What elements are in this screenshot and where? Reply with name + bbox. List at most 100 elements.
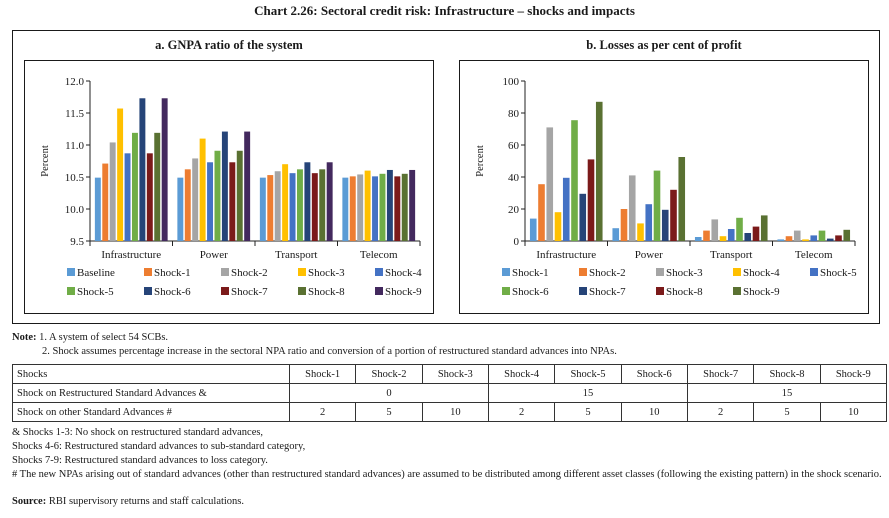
bar-transport-baseline: [259, 177, 266, 241]
table-header-cell: Shock-7: [686, 364, 755, 384]
x-tick-label: Power: [200, 249, 228, 261]
bar-power-shock-2: [620, 209, 628, 241]
footnote-3: Shocks 7-9: Restructured standard advanc…: [12, 455, 268, 466]
bar-infrastructure-shock-5: [562, 177, 570, 241]
legend-label: Shock-2: [589, 267, 626, 279]
legend-item: Shock-4: [733, 267, 780, 279]
bar-transport-shock-6: [736, 217, 743, 241]
legend-label: Shock-1: [154, 267, 191, 279]
legend-label: Shock-8: [666, 286, 703, 298]
bar-transport-shock-9: [760, 215, 768, 241]
bar-power-shock-3: [628, 175, 636, 241]
table-cell: 15: [487, 383, 688, 403]
legend-item: Shock-3: [298, 267, 345, 279]
bar-infrastructure-shock-9: [161, 98, 168, 241]
chart-main-title: Chart 2.26: Sectoral credit risk: Infras…: [254, 3, 635, 18]
footnote-1: & Shocks 1-3: No shock on restructured s…: [12, 427, 264, 438]
legend-label: Shock-5: [820, 267, 857, 279]
bar-telecom-shock-1: [349, 176, 356, 241]
legend-item: Shock-8: [656, 286, 703, 298]
legend-swatch: [579, 268, 587, 276]
bar-infrastructure-shock-6: [139, 98, 146, 241]
legend-swatch: [656, 268, 664, 276]
chart-a-gnpa-ratio: 9.5 10.0 10.5 11.0 11.5 12.0 Percent Infrastruc…: [40, 76, 422, 298]
table-cell: 2: [686, 402, 755, 422]
y-axis-label: Percent: [40, 145, 51, 177]
bar-transport-shock-2: [274, 171, 281, 241]
footnote-2: Shocks 4-6: Restructured standard advanc…: [12, 441, 306, 452]
legend-item: Shock-5: [67, 286, 114, 298]
bar-transport-shock-4: [289, 173, 296, 241]
bar-telecom-shock-6: [386, 169, 393, 241]
legend-swatch: [298, 268, 306, 276]
y-tick-label: 12.0: [65, 76, 85, 88]
legend-item: Shock-6: [502, 286, 549, 298]
legend-label: Shock-1: [512, 267, 549, 279]
x-tick-label: Infrastructure: [536, 249, 596, 261]
bar-transport-shock-2: [703, 230, 710, 241]
chart-b-losses-profit: 0 20 40 60 80 100 Percent Infrastructure Power Tr…: [475, 76, 857, 298]
y-tick-label: 0: [514, 236, 520, 248]
bar-telecom-shock-4: [372, 176, 379, 241]
bar-power-shock-1: [612, 228, 620, 241]
bar-power-shock-3: [199, 138, 206, 241]
legend-item: Shock-1: [502, 267, 549, 279]
y-tick-label: 11.0: [65, 140, 84, 152]
table-header-row: Shocks Shock-1 Shock-2 Shock-3 Shock-4 S…: [12, 364, 888, 384]
legend-swatch: [375, 287, 383, 295]
y-tick-label: 80: [508, 108, 520, 120]
table-row-label: Shock on Restructured Standard Advances …: [12, 383, 290, 403]
bar-telecom-shock-4: [802, 239, 809, 241]
x-tick-label: Telecom: [795, 249, 833, 261]
bar-infrastructure-shock-4: [554, 212, 562, 241]
legend-item: Shock-7: [221, 286, 268, 298]
source-text: RBI supervisory returns and staff calcul…: [48, 496, 245, 507]
legend-swatch: [375, 268, 383, 276]
legend-item: Shock-6: [144, 286, 191, 298]
table-cell: 2: [288, 402, 357, 422]
legend-swatch: [67, 268, 75, 276]
bar-power-shock-9: [244, 131, 251, 241]
legend-swatch: [810, 268, 818, 276]
bar-transport-shock-3: [282, 164, 289, 241]
shock-definition-table: Shocks Shock-1 Shock-2 Shock-3 Shock-4 S…: [12, 364, 888, 422]
legend-swatch: [67, 287, 75, 295]
bar-power-shock-1: [184, 169, 191, 241]
bar-telecom-shock-9: [409, 169, 416, 241]
bar-power-shock-5: [214, 150, 221, 241]
bar-telecom-shock-7: [826, 238, 834, 241]
note-item-1: 1. A system of select 54 SCBs.: [39, 332, 169, 343]
note-line-1: Note: 1. A system of select 54 SCBs.: [12, 331, 168, 344]
chart-b-box: 0 20 40 60 80 100 Percent Infrastructure Power Tr…: [459, 60, 869, 314]
legend-label: Shock-4: [385, 267, 422, 279]
bar-transport-shock-8: [319, 169, 326, 241]
legend-item: Shock-2: [579, 267, 626, 279]
legend-label: Shock-9: [385, 286, 422, 298]
x-tick-label: Power: [635, 249, 663, 261]
bar-transport-shock-3: [711, 219, 719, 241]
charts-frame: [12, 30, 880, 324]
legend-swatch: [298, 287, 306, 295]
panel-b-title: b. Losses as per cent of profit: [586, 38, 742, 52]
bar-telecom-baseline: [342, 177, 349, 241]
legend-item: Shock-8: [298, 286, 345, 298]
table-header-cell: Shock-2: [355, 364, 423, 384]
bar-transport-shock-1: [694, 237, 702, 241]
bar-power-shock-2: [192, 158, 199, 241]
bar-infrastructure-shock-9: [595, 101, 603, 241]
bar-power-baseline: [177, 177, 184, 241]
bar-power-shock-8: [236, 150, 243, 241]
table-header-cell: Shock-8: [753, 364, 821, 384]
table-row-other: Shock on other Standard Advances # 2 5 1…: [12, 402, 888, 422]
y-tick-label: 9.5: [70, 236, 84, 248]
bar-transport-shock-9: [326, 162, 333, 241]
table-header-cell: Shock-6: [620, 364, 688, 384]
bar-transport-shock-4: [719, 236, 727, 241]
legend-swatch: [656, 287, 664, 295]
legend-swatch: [733, 287, 741, 295]
table-header-cell: Shock-1: [288, 364, 357, 384]
legend-label: Shock-3: [308, 267, 345, 279]
bar-telecom-shock-9: [843, 229, 851, 241]
y-tick-label: 40: [508, 172, 520, 184]
legend-item: Shock-1: [144, 267, 191, 279]
